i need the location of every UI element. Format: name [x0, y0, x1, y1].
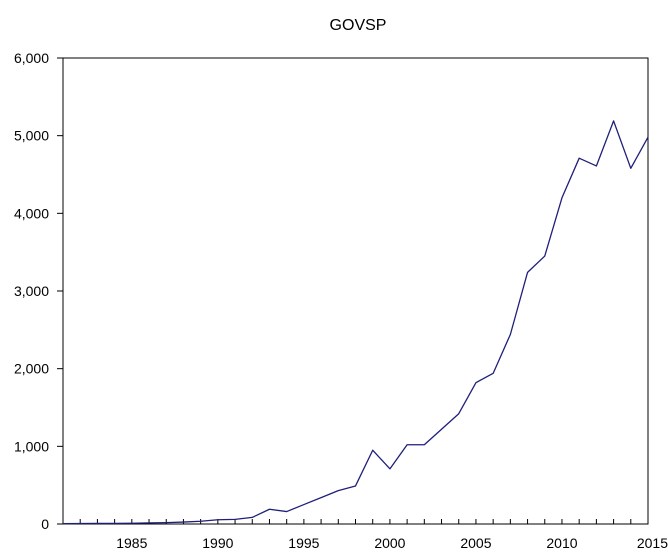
x-tick-label: 2005: [460, 535, 491, 551]
y-tick-label: 0: [41, 516, 49, 532]
y-tick-label: 4,000: [14, 205, 49, 221]
x-tick-label: 2010: [546, 535, 577, 551]
y-tick-label: 5,000: [14, 128, 49, 144]
series-line-govsp: [62, 120, 649, 525]
y-tick-label: 2,000: [14, 361, 49, 377]
x-tick-label: 2000: [374, 535, 405, 551]
y-tick-label: 3,000: [14, 283, 49, 299]
plot-frame: [62, 57, 649, 525]
x-tick-label: 1985: [116, 535, 147, 551]
x-axis: 1985 1990 1995 2000 2005 2010 2015: [62, 519, 668, 551]
y-axis: 0 1,000 2,000 3,000 4,000 5,000 6,000: [14, 50, 63, 532]
series-layer: [62, 120, 649, 525]
y-tick-label: 1,000: [14, 438, 49, 454]
x-tick-label: 1990: [202, 535, 233, 551]
chart-title: GOVSP: [330, 17, 387, 34]
x-tick-label: 1995: [288, 535, 319, 551]
y-tick-label: 6,000: [14, 50, 49, 66]
x-tick-label: 2015: [637, 535, 668, 551]
